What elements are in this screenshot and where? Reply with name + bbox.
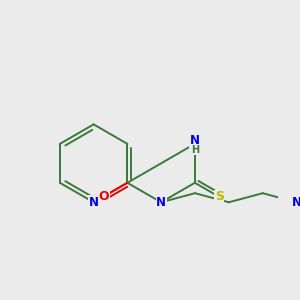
Text: N: N [190,134,200,147]
Text: N: N [156,196,166,209]
Text: N: N [88,196,99,209]
Text: N: N [292,196,300,209]
Text: H: H [191,145,199,155]
Text: O: O [98,190,109,203]
Text: S: S [214,190,224,203]
